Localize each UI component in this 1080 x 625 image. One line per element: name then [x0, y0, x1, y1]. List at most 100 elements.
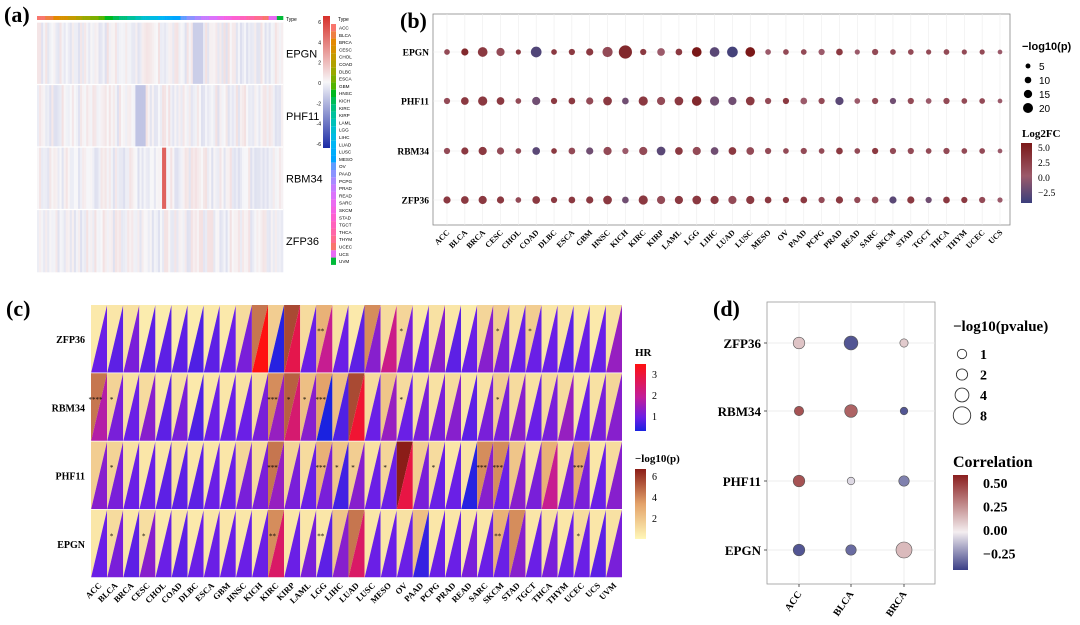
hr-triangle	[91, 509, 108, 578]
type-annotation-label: Type	[286, 17, 297, 23]
heatmap-cell	[51, 147, 54, 210]
heatmap-cell	[45, 22, 48, 85]
type-annotation-cell	[110, 16, 114, 20]
hr-triangle	[123, 305, 140, 374]
heatmap-cell	[174, 147, 177, 210]
dot	[782, 196, 790, 204]
hr-triangle	[396, 509, 413, 578]
type-legend-label: LUAD	[339, 142, 352, 147]
type-legend-swatch	[331, 126, 336, 134]
heatmap-cell	[88, 209, 91, 273]
heatmap-cell	[209, 22, 212, 85]
type-annotation-cell	[205, 16, 208, 20]
hr-triangle	[123, 441, 140, 510]
heatmap-cell	[239, 84, 243, 148]
type-annotation-cell	[258, 16, 261, 20]
type-annotation-cell	[61, 16, 64, 20]
dot	[800, 147, 807, 155]
heatmap-cell	[278, 209, 282, 273]
heatmap-cell	[151, 147, 155, 210]
dot	[568, 48, 575, 56]
heatmap-cell	[254, 147, 257, 210]
hr-triangle	[412, 509, 429, 578]
heatmap-cell	[131, 22, 134, 85]
dot	[443, 97, 451, 105]
dot	[854, 49, 860, 55]
heatmap-cell	[196, 84, 200, 148]
heatmap-cell	[53, 147, 56, 210]
heatmap-cell	[262, 84, 265, 148]
heatmap-cell	[37, 209, 40, 273]
heatmap-cell	[250, 84, 253, 148]
hr-triangle	[525, 509, 542, 578]
correlation-dot	[792, 336, 806, 350]
heatmap-cell	[180, 22, 183, 85]
heatmap-cell	[168, 84, 171, 148]
color-scale-tick: 6	[318, 20, 321, 26]
hr-triangle	[316, 305, 333, 374]
heatmap-cell	[39, 22, 42, 85]
type-legend-swatch	[331, 89, 336, 97]
heatmap-cell	[229, 22, 233, 85]
heatmap-cell	[67, 209, 71, 273]
heatmap-cell	[49, 22, 52, 85]
heatmap-cell	[131, 147, 134, 210]
type-annotation-cell	[227, 16, 230, 20]
size-legend-dot	[955, 368, 969, 381]
dot	[854, 148, 861, 154]
heatmap-cell	[250, 22, 253, 85]
heatmap-cell	[205, 209, 208, 273]
heatmap-cell	[235, 147, 239, 210]
dot	[889, 147, 897, 155]
type-annotation-cell	[157, 16, 161, 20]
row-label: RBM34	[52, 403, 85, 414]
hr-triangle	[155, 373, 172, 442]
heatmap-cell	[219, 209, 222, 273]
heatmap-cell	[51, 209, 54, 273]
hr-triangle	[187, 305, 204, 374]
heatmap-cell	[166, 147, 169, 210]
hr-triangle	[203, 509, 220, 578]
heatmap-cell	[201, 209, 204, 273]
heatmap-cell	[190, 22, 194, 85]
type-annotation-cell	[96, 16, 99, 20]
heatmap-cell	[264, 84, 267, 148]
heatmap-cell	[233, 22, 237, 85]
heatmap-cell	[63, 84, 66, 148]
type-annotation-cell	[108, 16, 112, 20]
heatmap-cell	[43, 22, 46, 85]
heatmap-cell	[274, 84, 278, 148]
heatmap-cell	[65, 209, 69, 273]
heatmap-cell	[57, 209, 60, 273]
heatmap-cell	[110, 147, 114, 210]
heatmap-cell	[86, 84, 89, 148]
type-annotation-cell	[86, 16, 89, 20]
heatmap-cell	[37, 147, 40, 210]
dot	[943, 196, 950, 204]
type-annotation-cell	[37, 16, 40, 20]
heatmap-cell	[137, 22, 140, 85]
heatmap-cell	[196, 22, 200, 85]
heatmap-cell	[133, 209, 136, 273]
hr-triangle	[605, 441, 622, 510]
panel-a-heatmap: Type EPGN PHF11 RBM34 ZFP36 6 4 2 0 -2 -4 -6 Type ACC…	[37, 16, 353, 273]
dot	[444, 49, 450, 55]
dot	[979, 148, 986, 154]
gene-label: ZFP36	[723, 336, 761, 351]
dot	[872, 147, 879, 155]
pvalue-triangle	[396, 509, 413, 578]
heatmap-cell	[248, 84, 251, 148]
heatmap-cell	[272, 22, 276, 85]
heatmap-cell	[82, 209, 85, 273]
dot	[997, 98, 1003, 104]
hr-legend-title: HR	[635, 347, 653, 359]
dot	[818, 148, 825, 154]
heatmap-cell	[209, 209, 212, 273]
correlation-dot	[792, 543, 806, 557]
type-legend-swatch	[331, 45, 336, 54]
dot	[460, 97, 469, 105]
dot	[515, 49, 521, 55]
heatmap-cell	[268, 84, 271, 148]
heatmap-cell	[186, 22, 189, 85]
